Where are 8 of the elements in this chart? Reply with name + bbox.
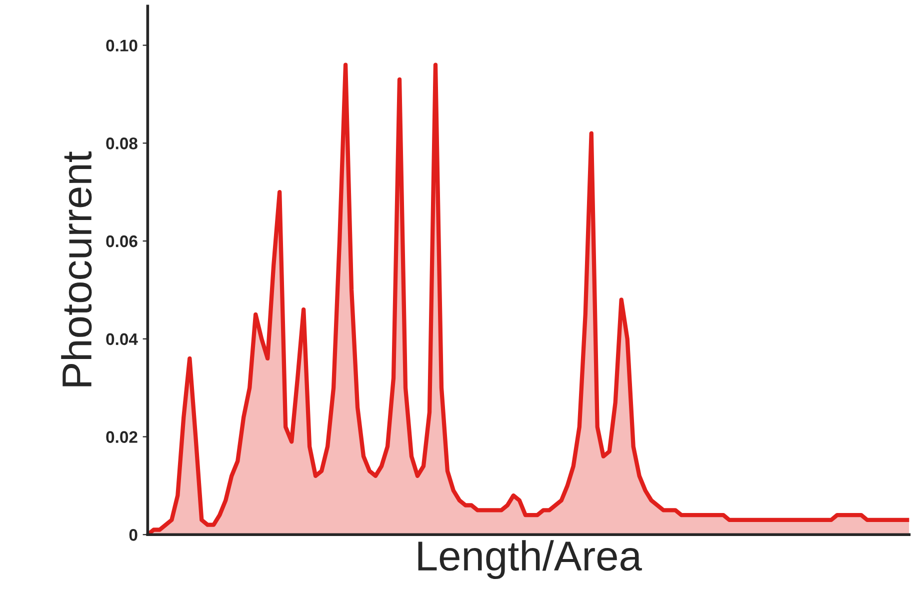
y-tick-label: 0.10 bbox=[106, 40, 138, 52]
y-tick-label: 0 bbox=[129, 529, 138, 541]
y-tick-label: 0.06 bbox=[106, 235, 138, 248]
y-tick-label: 0.08 bbox=[106, 138, 138, 150]
y-axis-title: Photocurrent bbox=[61, 151, 92, 386]
y-tick-label: 0.02 bbox=[106, 431, 138, 443]
x-axis-title: Length/Area bbox=[418, 540, 642, 580]
y-tick-label: 0.04 bbox=[106, 333, 138, 346]
